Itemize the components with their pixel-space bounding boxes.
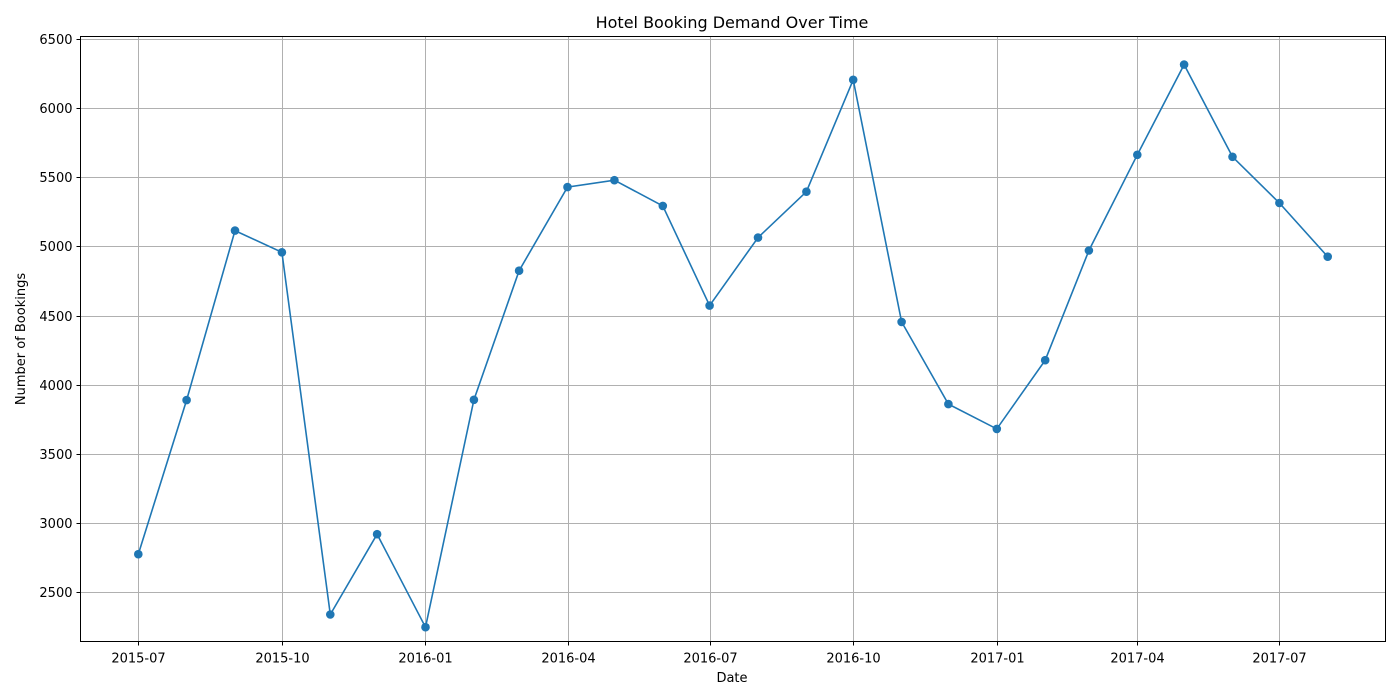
y-tick-label: 4000 xyxy=(39,379,72,394)
series-line xyxy=(137,62,1329,630)
x-tick-label: 2017-04 xyxy=(1110,652,1164,667)
data-point xyxy=(1084,246,1094,255)
x-tick-label: 2017-01 xyxy=(970,652,1024,667)
data-point xyxy=(705,301,714,310)
x-tick-label: 2015-07 xyxy=(111,652,165,667)
data-series xyxy=(134,60,1332,632)
y-tick-label: 5500 xyxy=(39,171,72,186)
grid-lines xyxy=(80,36,1386,642)
data-point xyxy=(610,175,619,185)
y-axis-ticks: 2500 3000 3500 4000 4500 5000 5500 6000 6500 xyxy=(39,33,81,601)
data-point xyxy=(802,187,811,196)
data-point xyxy=(230,226,240,235)
data-point xyxy=(1275,198,1284,208)
data-point xyxy=(753,233,763,242)
x-tick-label: 2016-10 xyxy=(826,652,880,667)
x-tick-label: 2016-07 xyxy=(683,652,737,667)
data-point xyxy=(1179,60,1189,69)
data-point xyxy=(421,622,430,632)
data-point xyxy=(658,201,668,211)
data-point xyxy=(944,399,953,409)
y-tick-label: 4500 xyxy=(39,310,72,325)
data-point xyxy=(897,317,906,327)
chart-title: Hotel Booking Demand Over Time xyxy=(596,13,869,32)
data-point xyxy=(134,549,143,559)
x-tick-label: 2017-07 xyxy=(1252,652,1306,667)
data-point xyxy=(992,424,1002,434)
x-tick-label: 2015-10 xyxy=(255,652,309,667)
data-point xyxy=(326,610,335,619)
plot-frame xyxy=(80,36,1386,642)
data-point xyxy=(563,182,572,192)
data-point xyxy=(1323,252,1332,261)
y-axis-label: Number of Bookings xyxy=(14,273,29,405)
x-tick-label: 2016-01 xyxy=(398,652,452,667)
data-point xyxy=(1228,152,1237,162)
data-point xyxy=(277,248,287,257)
x-axis-ticks: 2015-07 2015-10 2016-01 2016-04 2016-07 2016-… xyxy=(111,641,1307,667)
y-tick-label: 3500 xyxy=(39,448,72,463)
data-point xyxy=(372,529,382,539)
y-tick-label: 2500 xyxy=(39,586,72,601)
x-tick-label: 2016-04 xyxy=(541,652,595,667)
data-point xyxy=(848,75,858,85)
x-axis-label: Date xyxy=(716,671,747,686)
data-point xyxy=(182,395,191,405)
y-tick-label: 5000 xyxy=(39,240,72,255)
y-tick-label: 3000 xyxy=(39,517,72,532)
data-point xyxy=(1133,150,1142,160)
data-point xyxy=(469,395,479,405)
data-point xyxy=(1040,355,1050,365)
y-tick-label: 6000 xyxy=(39,102,72,117)
data-point xyxy=(514,266,524,276)
y-tick-label: 6500 xyxy=(39,33,72,48)
